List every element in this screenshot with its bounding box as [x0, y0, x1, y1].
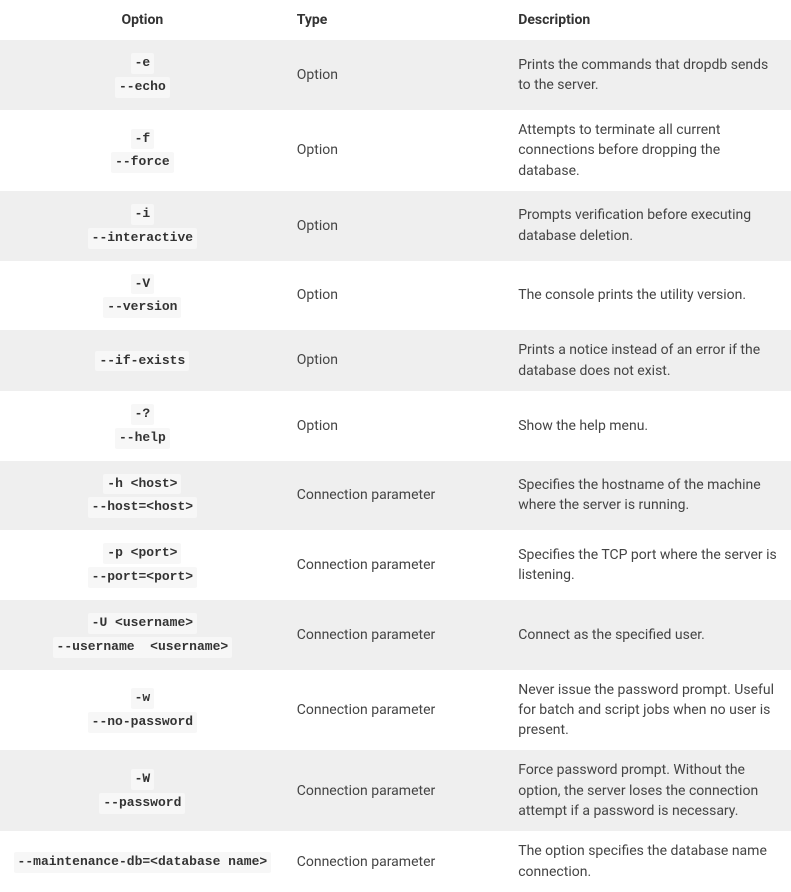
- option-line: --interactive: [12, 227, 273, 249]
- option-line: --maintenance-db=<database name>: [12, 851, 273, 873]
- col-header-option: Option: [0, 0, 285, 40]
- option-cell: --maintenance-db=<database name>: [0, 831, 285, 892]
- option-cell: -V--version: [0, 261, 285, 331]
- option-line: -w: [12, 687, 273, 709]
- type-cell: Connection parameter: [285, 530, 506, 600]
- option-line: -U <username>: [12, 612, 273, 634]
- option-line: --echo: [12, 76, 273, 98]
- option-code: --username <username>: [53, 637, 233, 658]
- option-line: --help: [12, 427, 273, 449]
- type-cell: Connection parameter: [285, 750, 506, 831]
- option-line: -e: [12, 52, 273, 74]
- option-line: --password: [12, 792, 273, 814]
- option-line: --username <username>: [12, 636, 273, 658]
- option-code: --help: [115, 428, 170, 449]
- table-row: -h <host>--host=<host>Connection paramet…: [0, 461, 791, 531]
- option-code: --port=<port>: [88, 567, 197, 588]
- option-line: -V: [12, 273, 273, 295]
- type-cell: Option: [285, 391, 506, 461]
- option-cell: -w --no-password: [0, 670, 285, 751]
- option-code: -U <username>: [88, 613, 197, 634]
- option-code: --echo: [115, 77, 170, 98]
- option-code: -V: [131, 274, 155, 295]
- type-cell: Option: [285, 330, 506, 391]
- table-row: -f--forceOptionAttempts to terminate all…: [0, 110, 791, 191]
- option-line: --version: [12, 296, 273, 318]
- table-row: --if-exists OptionPrints a notice instead…: [0, 330, 791, 391]
- option-code: -i: [131, 204, 155, 225]
- option-cell: -e --echo: [0, 40, 285, 110]
- option-code: --force: [111, 152, 174, 173]
- option-code: -W: [131, 769, 155, 790]
- option-cell: --if-exists: [0, 330, 285, 391]
- description-cell: Force password prompt. Without the optio…: [506, 750, 791, 831]
- type-cell: Connection parameter: [285, 831, 506, 892]
- option-code: -f: [131, 129, 155, 150]
- option-code: --maintenance-db=<database name>: [14, 852, 272, 873]
- option-cell: -h <host>--host=<host>: [0, 461, 285, 531]
- type-cell: Connection parameter: [285, 461, 506, 531]
- col-header-description: Description: [506, 0, 791, 40]
- option-line: --no-password: [12, 711, 273, 733]
- option-code: -?: [131, 404, 155, 425]
- option-cell: -i --interactive: [0, 191, 285, 261]
- table-row: -? --help OptionShow the help menu.: [0, 391, 791, 461]
- description-cell: Specifies the hostname of the machine wh…: [506, 461, 791, 531]
- type-cell: Option: [285, 40, 506, 110]
- description-cell: Show the help menu.: [506, 391, 791, 461]
- type-cell: Option: [285, 261, 506, 331]
- table-row: -U <username> --username <username> Connec…: [0, 600, 791, 670]
- description-cell: Prompts verification before executing da…: [506, 191, 791, 261]
- option-line: -h <host>: [12, 473, 273, 495]
- description-cell: Prints a notice instead of an error if t…: [506, 330, 791, 391]
- description-cell: Specifies the TCP port where the server …: [506, 530, 791, 600]
- col-header-type: Type: [285, 0, 506, 40]
- type-cell: Connection parameter: [285, 600, 506, 670]
- option-code: --host=<host>: [88, 497, 197, 518]
- table-row: -e --echo OptionPrints the commands that d…: [0, 40, 791, 110]
- table-row: -p <port> --port=<port> Connection paramet…: [0, 530, 791, 600]
- option-cell: -W --password: [0, 750, 285, 831]
- option-line: --force: [12, 151, 273, 173]
- table-row: --maintenance-db=<database name> Connecti…: [0, 831, 791, 892]
- type-cell: Option: [285, 191, 506, 261]
- description-cell: Attempts to terminate all current connec…: [506, 110, 791, 191]
- option-line: -W: [12, 768, 273, 790]
- option-code: --password: [99, 793, 185, 814]
- table-row: -w --no-password Connection parameterNever…: [0, 670, 791, 751]
- option-line: --if-exists: [12, 350, 273, 372]
- option-cell: -f--force: [0, 110, 285, 191]
- option-line: --port=<port>: [12, 566, 273, 588]
- option-line: -p <port>: [12, 542, 273, 564]
- type-cell: Option: [285, 110, 506, 191]
- option-line: -i: [12, 203, 273, 225]
- description-cell: The option specifies the database name c…: [506, 831, 791, 892]
- option-code: -p <port>: [103, 543, 181, 564]
- table-header-row: Option Type Description: [0, 0, 791, 40]
- description-cell: Never issue the password prompt. Useful …: [506, 670, 791, 751]
- option-code: --if-exists: [95, 351, 189, 372]
- option-code: -e: [131, 53, 155, 74]
- option-code: --no-password: [88, 712, 197, 733]
- option-code: --version: [103, 297, 181, 318]
- option-code: --interactive: [88, 228, 197, 249]
- option-code: -h <host>: [103, 474, 181, 495]
- table-row: -i --interactive OptionPrompts verificatio…: [0, 191, 791, 261]
- option-line: -?: [12, 403, 273, 425]
- table-body: -e--echoOptionPrints the commands that d…: [0, 40, 791, 892]
- table-row: -W --password Connection parameterForce pa…: [0, 750, 791, 831]
- option-line: --host=<host>: [12, 496, 273, 518]
- type-cell: Connection parameter: [285, 670, 506, 751]
- option-line: -f: [12, 128, 273, 150]
- description-cell: The console prints the utility version.: [506, 261, 791, 331]
- option-code: -w: [131, 688, 155, 709]
- description-cell: Prints the commands that dropdb sends to…: [506, 40, 791, 110]
- option-cell: -? --help: [0, 391, 285, 461]
- description-cell: Connect as the specified user.: [506, 600, 791, 670]
- table-row: -V--versionOptionThe console prints the …: [0, 261, 791, 331]
- option-cell: -U <username> --username <username>: [0, 600, 285, 670]
- options-table: Option Type Description -e--echoOptionPr…: [0, 0, 791, 892]
- option-cell: -p <port> --port=<port>: [0, 530, 285, 600]
